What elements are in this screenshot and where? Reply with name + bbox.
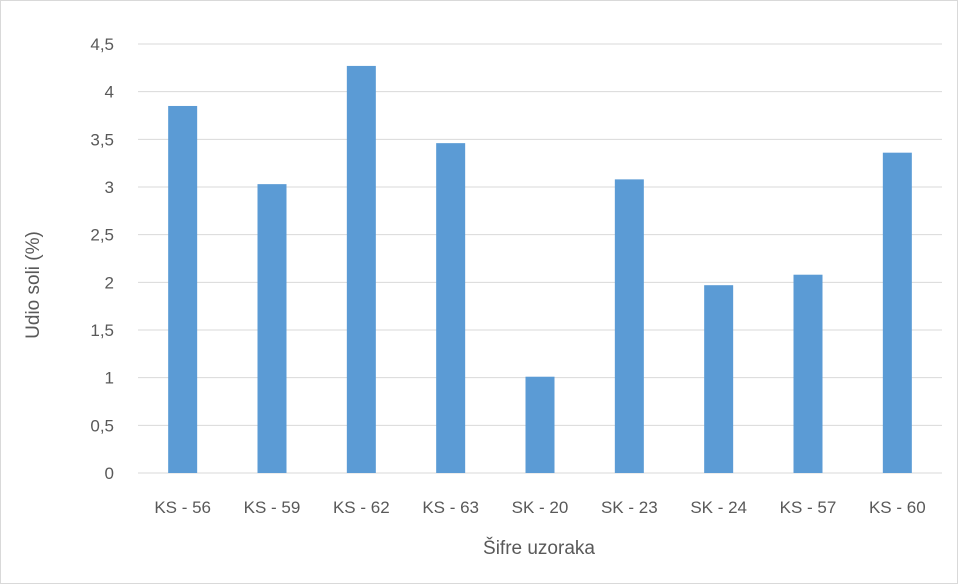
y-tick-label: 4	[105, 83, 114, 102]
y-tick-label: 2	[105, 273, 114, 292]
y-tick-label: 4,5	[90, 35, 114, 54]
x-tick-label: KS - 57	[780, 498, 837, 517]
y-tick-label: 3	[105, 178, 114, 197]
x-tick-label: KS - 56	[154, 498, 211, 517]
bar	[525, 376, 555, 473]
bar	[436, 143, 466, 473]
bar	[704, 285, 734, 473]
bar	[882, 152, 912, 473]
y-tick-label: 2,5	[90, 226, 114, 245]
x-tick-label: SK - 20	[512, 498, 569, 517]
y-axis-ticks: 0 0,5 1 1,5 2 2,5 3 3,5 4 4,5	[90, 35, 114, 483]
bar	[346, 65, 376, 473]
x-axis-ticks: KS - 56 KS - 59 KS - 62 KS - 63 SK - 20 SK - …	[154, 498, 925, 517]
y-axis-title: Udio soli (%)	[23, 231, 44, 339]
x-tick-label: KS - 62	[333, 498, 390, 517]
bar	[614, 179, 644, 473]
y-tick-label: 0	[105, 464, 114, 483]
x-tick-label: KS - 60	[869, 498, 926, 517]
bar	[257, 184, 287, 473]
bars	[168, 65, 912, 473]
y-tick-label: 0,5	[90, 416, 114, 435]
bar	[793, 274, 823, 473]
y-tick-label: 1,5	[90, 321, 114, 340]
y-tick-label: 3,5	[90, 130, 114, 149]
bar	[168, 105, 198, 473]
x-tick-label: KS - 59	[244, 498, 301, 517]
x-tick-label: KS - 63	[422, 498, 479, 517]
x-tick-label: SK - 24	[690, 498, 747, 517]
y-tick-label: 1	[105, 369, 114, 388]
x-tick-label: SK - 23	[601, 498, 658, 517]
x-axis-title: Šifre uzoraka	[483, 537, 595, 559]
